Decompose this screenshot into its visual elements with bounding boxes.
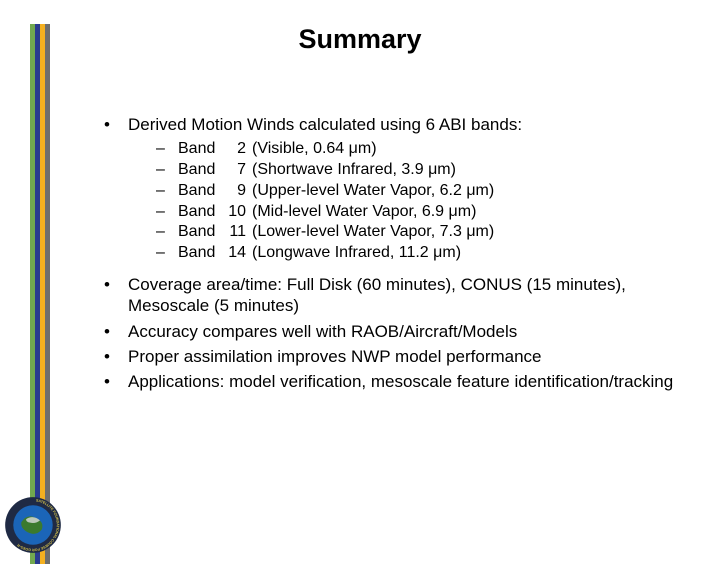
- bullet-mark: •: [100, 346, 128, 367]
- dash-mark: –: [156, 160, 178, 181]
- band-row: –Band7(Shortwave Infrared, 3.9 μm): [156, 160, 690, 181]
- band-row: –Band10(Mid-level Water Vapor, 6.9 μm): [156, 202, 690, 223]
- band-word: Band: [178, 160, 224, 181]
- bullet-item: •Proper assimilation improves NWP model …: [100, 346, 690, 367]
- band-description: (Longwave Infrared, 11.2 μm): [252, 243, 690, 264]
- band-description: (Mid-level Water Vapor, 6.9 μm): [252, 202, 690, 223]
- bullet-mark: •: [100, 371, 128, 392]
- bullet-text: Proper assimilation improves NWP model p…: [128, 346, 690, 367]
- bullet-text: Accuracy compares well with RAOB/Aircraf…: [128, 321, 690, 342]
- band-number: 2: [224, 139, 252, 160]
- bullet-text: Derived Motion Winds calculated using 6 …: [128, 114, 690, 135]
- dash-mark: –: [156, 181, 178, 202]
- band-description: (Shortwave Infrared, 3.9 μm): [252, 160, 690, 181]
- band-description: (Lower-level Water Vapor, 7.3 μm): [252, 222, 690, 243]
- band-description: (Upper-level Water Vapor, 6.2 μm): [252, 181, 690, 202]
- stripe-4: [45, 24, 50, 564]
- bands-list: –Band2(Visible, 0.64 μm)–Band7(Shortwave…: [156, 139, 690, 264]
- course-logo-icon: SATELLITE FOUNDATIONAL COURSE FOR GOES-R: [4, 496, 62, 554]
- bullet-mark: •: [100, 321, 128, 342]
- band-number: 9: [224, 181, 252, 202]
- band-number: 14: [224, 243, 252, 264]
- band-row: –Band14(Longwave Infrared, 11.2 μm): [156, 243, 690, 264]
- band-row: –Band2(Visible, 0.64 μm): [156, 139, 690, 160]
- band-row: –Band11(Lower-level Water Vapor, 7.3 μm): [156, 222, 690, 243]
- band-number: 10: [224, 202, 252, 223]
- bullet-text: Applications: model verification, mesosc…: [128, 371, 690, 392]
- bullet-item: •Applications: model verification, mesos…: [100, 371, 690, 392]
- bullet-text: Coverage area/time: Full Disk (60 minute…: [128, 274, 690, 317]
- bullet-item: •Accuracy compares well with RAOB/Aircra…: [100, 321, 690, 342]
- bullet-item: •Coverage area/time: Full Disk (60 minut…: [100, 274, 690, 317]
- dash-mark: –: [156, 243, 178, 264]
- band-word: Band: [178, 139, 224, 160]
- bullet-1: • Derived Motion Winds calculated using …: [100, 114, 690, 135]
- band-row: –Band9(Upper-level Water Vapor, 6.2 μm): [156, 181, 690, 202]
- dash-mark: –: [156, 139, 178, 160]
- bullet-mark: •: [100, 274, 128, 317]
- dash-mark: –: [156, 222, 178, 243]
- band-word: Band: [178, 202, 224, 223]
- remaining-bullets: •Coverage area/time: Full Disk (60 minut…: [100, 274, 690, 392]
- slide-body: • Derived Motion Winds calculated using …: [100, 114, 690, 396]
- slide-title: Summary: [0, 24, 720, 55]
- band-word: Band: [178, 243, 224, 264]
- band-number: 7: [224, 160, 252, 181]
- band-word: Band: [178, 222, 224, 243]
- band-description: (Visible, 0.64 μm): [252, 139, 690, 160]
- bullet-mark: •: [100, 114, 128, 135]
- side-stripes: [30, 24, 50, 564]
- band-word: Band: [178, 181, 224, 202]
- band-number: 11: [224, 222, 252, 243]
- dash-mark: –: [156, 202, 178, 223]
